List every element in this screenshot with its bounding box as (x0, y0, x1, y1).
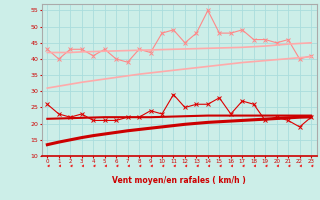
X-axis label: Vent moyen/en rafales ( km/h ): Vent moyen/en rafales ( km/h ) (112, 176, 246, 185)
